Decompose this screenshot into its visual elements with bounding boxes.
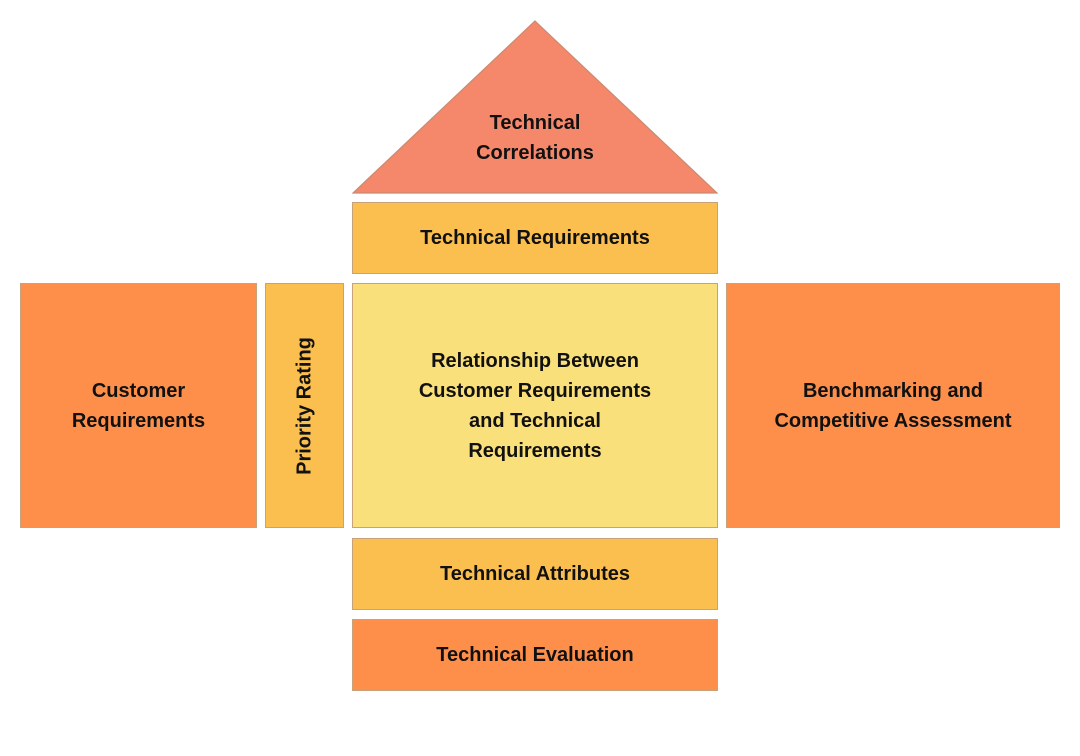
roof-triangle	[352, 20, 718, 194]
technical-evaluation-box: Technical Evaluation	[352, 619, 718, 691]
benchmarking-line-1: Benchmarking and	[802, 379, 984, 402]
roof-line-1: Technical	[489, 112, 581, 134]
customer-requirements-box: Customer Requirements	[20, 283, 257, 528]
technical-attributes-box: Technical Attributes	[352, 538, 718, 610]
benchmarking-box: Benchmarking and Competitive Assessment	[726, 283, 1060, 528]
relationship-matrix-box: Relationship Between Customer Requiremen…	[352, 283, 718, 528]
technical-attributes-label: Technical Attributes	[439, 563, 631, 585]
priority-rating-label: Priority Rating	[293, 336, 315, 475]
technical-correlations-roof	[352, 20, 718, 194]
customer-requirements-line-2: Requirements	[71, 409, 206, 432]
technical-requirements-box: Technical Requirements	[352, 202, 718, 274]
benchmarking-line-2: Competitive Assessment	[774, 409, 1012, 432]
roof-line-2: Correlations	[476, 142, 594, 164]
technical-correlations-label: Technical Correlations	[430, 108, 640, 168]
technical-evaluation-label: Technical Evaluation	[436, 644, 634, 666]
customer-requirements-line-1: Customer	[91, 379, 186, 402]
relationship-line-4: Requirements	[468, 439, 602, 462]
technical-requirements-label: Technical Requirements	[420, 227, 650, 249]
relationship-line-2: Customer Requirements	[418, 379, 652, 402]
priority-rating-box: Priority Rating	[265, 283, 344, 528]
relationship-line-3: and Technical	[469, 409, 601, 432]
relationship-line-1: Relationship Between	[431, 349, 639, 372]
